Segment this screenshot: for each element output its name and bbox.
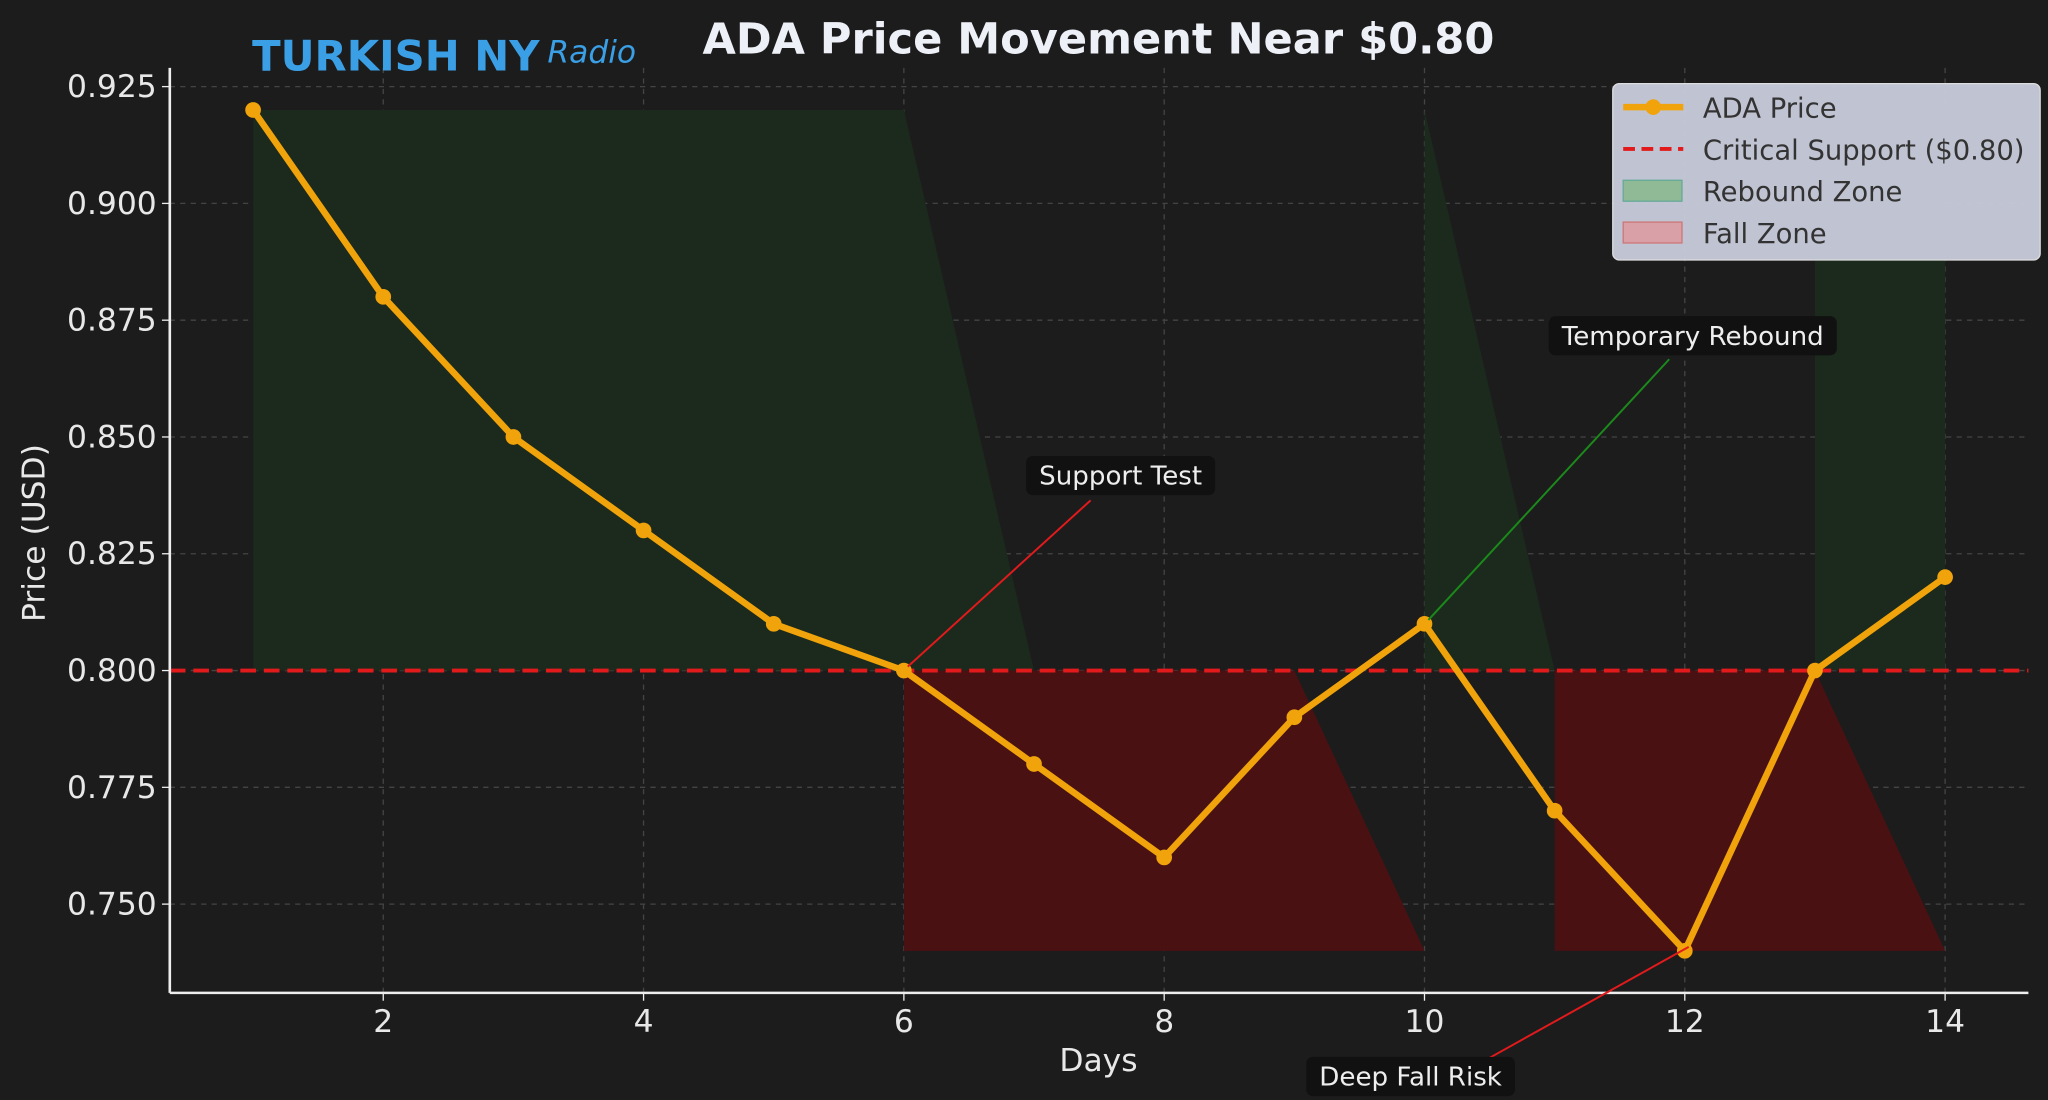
legend-swatch-fall (1622, 221, 1683, 244)
annotation-box (1548, 316, 1837, 356)
logo-text: TURKISH NY (252, 32, 540, 81)
y-tick-label: 0.875 (67, 303, 157, 339)
legend: ADA Price Critical Support ($0.80) Rebound… (1612, 82, 2041, 261)
y-tick-label: 0.800 (67, 653, 157, 689)
data-point (635, 522, 652, 539)
logo-script: Radio (547, 35, 636, 71)
legend-swatches (1622, 99, 1684, 244)
x-tick-label: 2 (373, 1004, 393, 1040)
data-point (1026, 756, 1042, 772)
legend-swatch-rebound (1622, 179, 1683, 202)
y-tick-label: 0.850 (67, 419, 157, 455)
data-point (1807, 662, 1823, 679)
y-axis-label: Price (USD) (16, 444, 52, 622)
x-tick-label: 8 (1154, 1004, 1174, 1040)
legend-box (1612, 82, 2041, 261)
y-tick-label: 0.775 (67, 770, 157, 806)
annotation-arrow (907, 499, 1092, 668)
x-tick-label: 12 (1665, 1004, 1705, 1040)
legend-label: Fall Zone (1703, 219, 1827, 250)
annotation-arrow (1427, 358, 1670, 621)
axes: 2 4 6 8 10 12 14 0.925 0.900 0.875 0.850 0.825 0.800… (67, 67, 2029, 1040)
annotation-label: Deep Fall Risk (1319, 1063, 1503, 1093)
legend-label: Critical Support ($0.80) (1703, 135, 2025, 166)
data-point (245, 102, 261, 118)
y-tick-label: 0.925 (67, 69, 157, 105)
x-tick-label: 4 (634, 1004, 654, 1040)
fall-zone (903, 670, 1425, 951)
y-tick-label: 0.750 (67, 887, 157, 923)
logo: TURKISH NY Radio (252, 32, 636, 81)
data-point (765, 615, 782, 632)
data-point (505, 429, 522, 445)
series (245, 102, 1953, 959)
ada-price-line (250, 108, 1948, 955)
annotation-box (1026, 455, 1216, 496)
rebound-zone (253, 109, 1035, 671)
x-tick-label: 6 (894, 1004, 914, 1040)
legend-swatch-marker (1645, 99, 1662, 115)
chart-title: ADA Price Movement Near $0.80 (702, 15, 1494, 65)
data-point (375, 288, 392, 305)
rebound-zone (1424, 109, 1555, 671)
data-point (1937, 569, 1953, 585)
x-tick-label: 10 (1405, 1004, 1445, 1040)
legend-label: Rebound Zone (1703, 177, 1903, 208)
annotation-box (1306, 1056, 1515, 1097)
x-tick-label: 14 (1925, 1004, 1965, 1040)
data-point (1286, 709, 1303, 726)
y-tick-label: 0.825 (67, 536, 157, 572)
annotation-arrow (1488, 946, 1690, 1060)
data-point (1156, 849, 1173, 866)
annotation-label: Support Test (1039, 462, 1202, 492)
data-point (1676, 942, 1693, 959)
y-tick-label: 0.900 (67, 186, 157, 222)
x-axis-label: Days (1059, 1043, 1137, 1079)
annotation-label: Temporary Rebound (1561, 322, 1824, 352)
data-point (1546, 802, 1563, 819)
annotations: Support Test Temporary Rebound Deep Fall R… (907, 316, 1837, 1097)
legend-label: ADA Price (1703, 94, 1837, 125)
